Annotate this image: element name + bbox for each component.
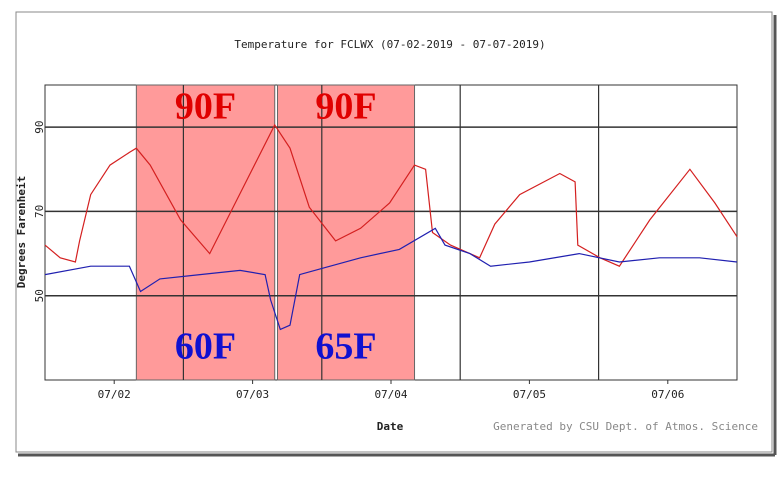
x-axis-label: Date bbox=[377, 420, 404, 433]
y-axis-label: Degrees Farenheit bbox=[15, 176, 28, 289]
annotation: 65F bbox=[315, 326, 376, 368]
y-tick-label: 70 bbox=[33, 205, 46, 218]
annotation: 60F bbox=[175, 326, 236, 368]
y-tick-label: 50 bbox=[33, 289, 46, 302]
highlight bbox=[135, 84, 276, 381]
annotation: 90F bbox=[175, 86, 236, 128]
x-tick-label: 07/02 bbox=[98, 388, 131, 401]
plot: 50 70 90 07/02 07/03 07/04 07/05 07/06 90F 60F 90F… bbox=[33, 84, 738, 401]
series-line bbox=[44, 123, 738, 267]
x-tick-label: 07/03 bbox=[236, 388, 269, 401]
x-tick-label: 07/06 bbox=[651, 388, 684, 401]
annotation: 90F bbox=[315, 86, 376, 128]
y-tick-label: 90 bbox=[33, 121, 46, 134]
x-tick-label: 07/04 bbox=[374, 388, 407, 401]
series-line bbox=[44, 227, 738, 331]
highlight bbox=[277, 84, 416, 381]
x-tick-label: 07/05 bbox=[513, 388, 546, 401]
footer: Generated by CSU Dept. of Atmos. Science bbox=[493, 420, 758, 433]
chart-title: Temperature for FCLWX (07-02-2019 - 07-0… bbox=[234, 38, 545, 51]
